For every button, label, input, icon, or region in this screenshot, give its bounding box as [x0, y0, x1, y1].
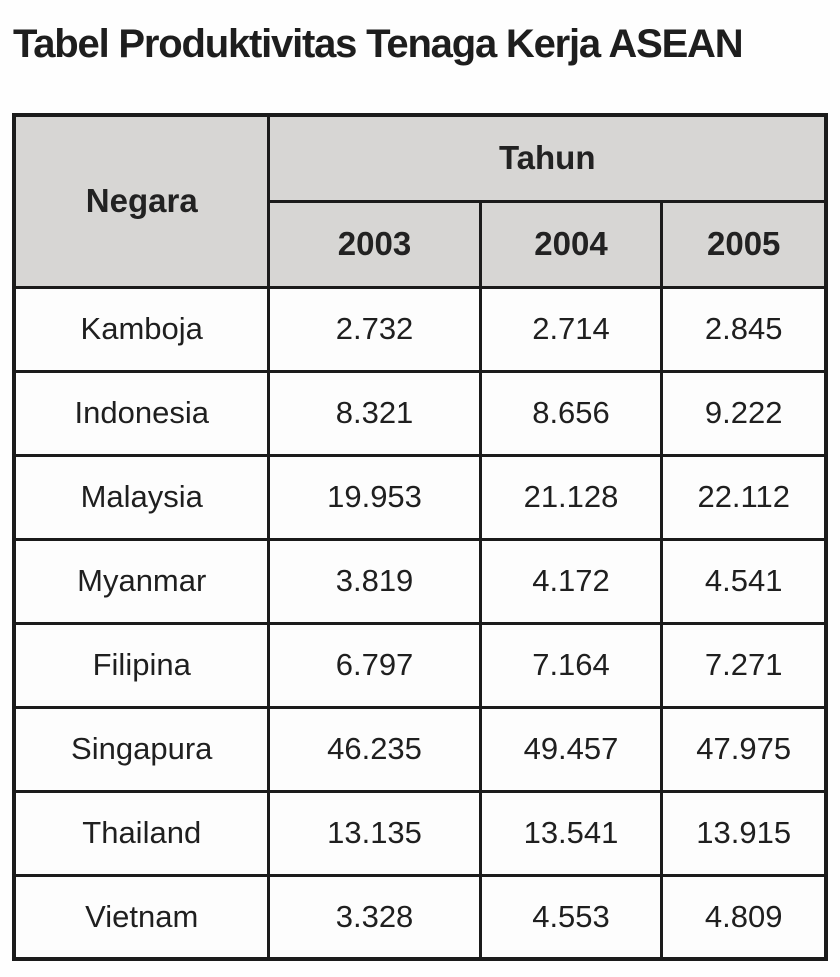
header-row-years: 2003 2004 2005	[14, 199, 828, 289]
value-cell: 4.172	[478, 537, 664, 625]
value-cell: 8.321	[267, 369, 482, 457]
value-cell: 13.135	[267, 789, 482, 877]
value-cell: 2.732	[267, 285, 482, 373]
value-cell: 19.953	[267, 453, 482, 541]
country-cell: Vietnam	[12, 873, 271, 961]
country-cell: Malaysia	[12, 453, 271, 541]
table-row: Kamboja 2.732 2.714 2.845	[12, 285, 828, 373]
value-cell: 13.915	[660, 789, 828, 877]
value-cell: 46.235	[267, 705, 482, 793]
column-header-2003: 2003	[267, 199, 482, 289]
table-row: Indonesia 8.321 8.656 9.222	[12, 369, 828, 457]
productivity-table: Negara Tahun 2003 2004 2005 Kamboja 2.73…	[12, 113, 828, 961]
value-cell: 7.271	[660, 621, 828, 709]
table-row: Filipina 6.797 7.164 7.271	[12, 621, 828, 709]
table-row: Myanmar 3.819 4.172 4.541	[12, 537, 828, 625]
value-cell: 3.819	[267, 537, 482, 625]
value-cell: 6.797	[267, 621, 482, 709]
header-row-group: Negara Tahun	[12, 113, 828, 289]
value-cell: 9.222	[660, 369, 828, 457]
value-cell: 4.541	[660, 537, 828, 625]
column-group-header-tahun: Tahun	[267, 113, 828, 203]
table-row: Vietnam 3.328 4.553 4.809	[12, 873, 828, 961]
table-row: Thailand 13.135 13.541 13.915	[12, 789, 828, 877]
column-header-2004: 2004	[478, 199, 664, 289]
table-row: Malaysia 19.953 21.128 22.112	[12, 453, 828, 541]
value-cell: 47.975	[660, 705, 828, 793]
country-cell: Kamboja	[12, 285, 271, 373]
value-cell: 13.541	[478, 789, 664, 877]
page-title: Tabel Produktivitas Tenaga Kerja ASEAN	[13, 22, 744, 66]
value-cell: 2.714	[478, 285, 664, 373]
value-cell: 4.553	[478, 873, 664, 961]
value-cell: 7.164	[478, 621, 664, 709]
country-cell: Indonesia	[12, 369, 271, 457]
value-cell: 22.112	[660, 453, 828, 541]
country-cell: Myanmar	[12, 537, 271, 625]
value-cell: 3.328	[267, 873, 482, 961]
table-row: Singapura 46.235 49.457 47.975	[12, 705, 828, 793]
column-header-2005: 2005	[660, 199, 828, 289]
country-cell: Filipina	[12, 621, 271, 709]
country-cell: Singapura	[12, 705, 271, 793]
value-cell: 2.845	[660, 285, 828, 373]
value-cell: 4.809	[660, 873, 828, 961]
value-cell: 8.656	[478, 369, 664, 457]
value-cell: 21.128	[478, 453, 664, 541]
value-cell: 49.457	[478, 705, 664, 793]
country-cell: Thailand	[12, 789, 271, 877]
column-header-negara: Negara	[12, 113, 271, 289]
